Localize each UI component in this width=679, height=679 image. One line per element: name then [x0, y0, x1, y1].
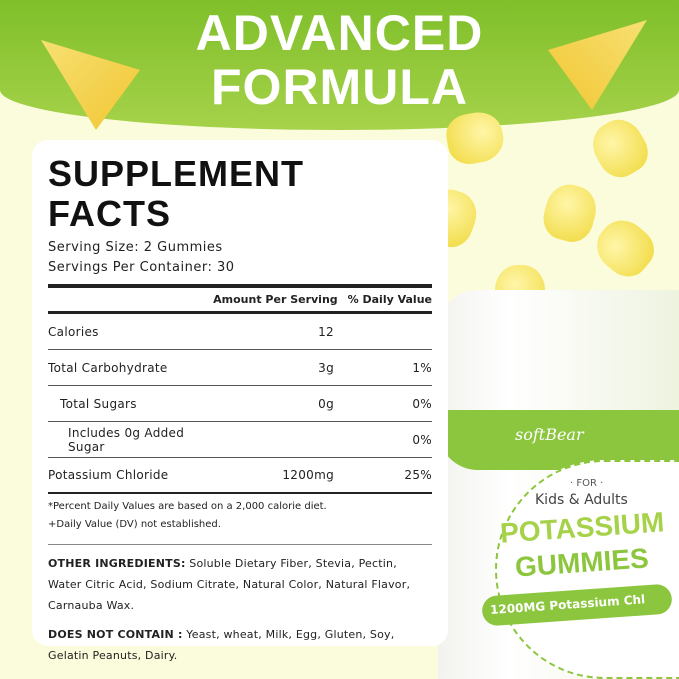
- other-ingredients-text: Soluble Dietary Fiber, Stevia, Pectin, W…: [48, 557, 411, 612]
- table-row: Includes 0g Added Sugar 0%: [48, 422, 432, 458]
- label-for: · FOR ·: [570, 478, 604, 489]
- gummy-bear-image: [538, 179, 602, 247]
- row-dv: 1%: [412, 360, 432, 375]
- footnotes: *Percent Daily Values are based on a 2,0…: [48, 498, 432, 534]
- table-row: Potassium Chloride 1200mg 25%: [48, 458, 432, 494]
- gummy-bear-image: [584, 111, 656, 185]
- does-not-contain-label: DOES NOT CONTAIN :: [48, 628, 183, 641]
- footnote-na: +Daily Value (DV) not established.: [48, 519, 221, 530]
- footnote-dv: *Percent Daily Values are based on a 2,0…: [48, 501, 327, 512]
- does-not-contain: DOES NOT CONTAIN : Yeast, wheat, Milk, E…: [48, 624, 432, 666]
- supplement-facts-panel: SUPPLEMENT FACTS Serving Size: 2 Gummies…: [32, 140, 448, 662]
- facts-title: SUPPLEMENT FACTS: [48, 153, 305, 234]
- row-name: Total Sugars: [60, 396, 137, 411]
- gummy-bear-image: [587, 210, 663, 286]
- col-dv: % Daily Value: [347, 293, 432, 306]
- table-row: Total Sugars 0g 0%: [48, 386, 432, 422]
- facts-header: Amount Per Serving % Daily Value: [48, 288, 432, 314]
- col-amount: Amount Per Serving: [213, 293, 338, 306]
- row-amount: 12: [318, 324, 334, 339]
- servings-per-container: Servings Per Container: 30: [48, 260, 235, 275]
- row-name: Includes 0g Added Sugar: [68, 425, 185, 454]
- other-ingredients-label: OTHER INGREDIENTS:: [48, 557, 186, 570]
- row-amount: 0g: [318, 396, 334, 411]
- row-amount: 3g: [318, 360, 334, 375]
- facts-table: Calories 12 Total Carbohydrate 3g 1% Total …: [48, 314, 432, 494]
- serving-size: Serving Size: 2 Gummies: [48, 240, 223, 255]
- row-dv: 25%: [404, 468, 432, 482]
- does-not-contain-text: Yeast, wheat, Milk, Egg, Gluten, Soy, Ge…: [48, 628, 395, 662]
- table-row: Calories 12: [48, 314, 432, 350]
- row-name: Calories: [48, 324, 99, 339]
- row-name: Total Carbohydrate: [48, 360, 168, 375]
- label-audience: Kids & Adults: [535, 492, 628, 508]
- headline-line2: FORMULA: [211, 59, 468, 115]
- brand-logo: softBear: [515, 425, 584, 444]
- table-row: Total Carbohydrate 3g 1%: [48, 350, 432, 386]
- row-dv: 0%: [412, 396, 432, 411]
- headline-line1: ADVANCED: [195, 5, 484, 61]
- row-dv: 0%: [412, 432, 432, 447]
- row-name: Potassium Chloride: [48, 468, 169, 482]
- other-ingredients: OTHER INGREDIENTS: Soluble Dietary Fiber…: [48, 553, 432, 616]
- row-amount: 1200mg: [282, 468, 334, 482]
